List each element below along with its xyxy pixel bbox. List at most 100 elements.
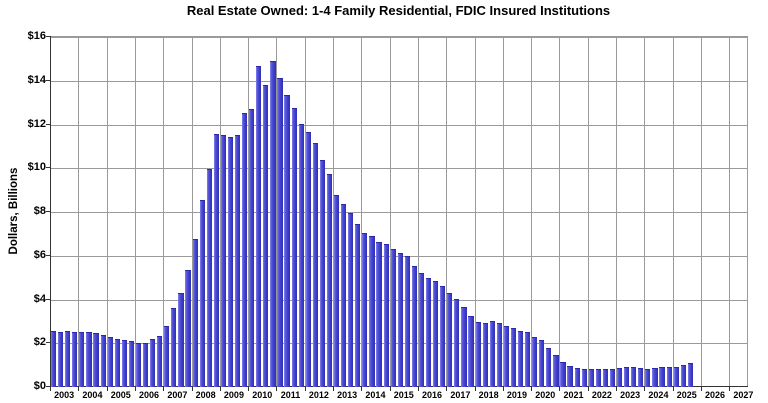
bar-2006-q4 bbox=[157, 336, 163, 387]
bar-2016-q4 bbox=[440, 286, 446, 387]
x-tick-label: 2011 bbox=[280, 390, 301, 400]
bar-2022-q2 bbox=[595, 369, 601, 387]
bar-2010-q1 bbox=[249, 109, 255, 387]
bar-2017-q2 bbox=[454, 298, 460, 387]
x-tick-mark bbox=[191, 387, 193, 391]
bar-2010-q4 bbox=[270, 61, 276, 387]
x-tick-mark bbox=[474, 387, 476, 391]
bar-2007-q2 bbox=[171, 308, 177, 387]
v-gridline bbox=[729, 37, 731, 387]
chart-title: Real Estate Owned: 1-4 Family Residentia… bbox=[186, 3, 611, 18]
y-tick-label: $12 bbox=[27, 117, 46, 130]
y-tick-label: $8 bbox=[33, 205, 46, 217]
y-tick-mark bbox=[46, 298, 50, 300]
x-tick-mark bbox=[446, 387, 448, 391]
y-tick-label: $0 bbox=[33, 380, 46, 392]
bar-2016-q3 bbox=[433, 281, 439, 387]
x-tick-label: 2013 bbox=[337, 390, 358, 400]
bar-2003-q4 bbox=[72, 332, 78, 387]
x-tick-mark bbox=[502, 387, 504, 391]
v-gridline bbox=[672, 37, 674, 387]
x-tick-label: 2022 bbox=[591, 390, 612, 400]
bar-2018-q4 bbox=[496, 322, 502, 387]
bar-2009-q4 bbox=[242, 112, 248, 387]
bar-2024-q2 bbox=[652, 368, 658, 387]
bar-2011-q3 bbox=[291, 108, 297, 387]
x-tick-label: 2014 bbox=[365, 390, 386, 400]
x-tick-label: 2020 bbox=[535, 390, 556, 400]
y-tick-label: $2 bbox=[33, 336, 46, 349]
v-gridline bbox=[333, 37, 334, 387]
bar-2017-q1 bbox=[447, 293, 453, 387]
x-tick-label: 2004 bbox=[82, 390, 103, 400]
bar-2024-q4 bbox=[666, 367, 672, 387]
x-tick-label: 2010 bbox=[252, 390, 273, 400]
v-gridline bbox=[361, 37, 363, 387]
v-gridline bbox=[644, 37, 646, 387]
bar-2019-q2 bbox=[510, 328, 517, 387]
bar-2012-q1 bbox=[305, 132, 311, 387]
x-tick-label: 2015 bbox=[393, 390, 414, 400]
x-tick-label: 2009 bbox=[223, 390, 244, 400]
y-tick-mark bbox=[46, 254, 50, 256]
y-tick-label: $4 bbox=[33, 292, 46, 305]
bar-2013-q1 bbox=[334, 194, 340, 387]
y-tick-label: $16 bbox=[27, 30, 46, 42]
bar-2015-q4 bbox=[411, 265, 417, 387]
x-tick-mark bbox=[78, 387, 80, 391]
x-tick-label: 2021 bbox=[563, 390, 584, 400]
x-tick-label: 2018 bbox=[478, 390, 499, 400]
bar-2012-q2 bbox=[312, 143, 318, 387]
bar-2006-q2 bbox=[142, 343, 149, 387]
bar-2015-q3 bbox=[404, 255, 410, 387]
bar-2005-q3 bbox=[121, 340, 127, 387]
bar-2025-q1 bbox=[673, 366, 679, 387]
bar-2020-q2 bbox=[539, 340, 545, 387]
x-tick-mark bbox=[106, 387, 108, 391]
bar-2015-q1 bbox=[390, 249, 396, 387]
bar-2014-q2 bbox=[369, 236, 375, 387]
bar-2015-q2 bbox=[397, 252, 403, 387]
bar-2004-q2 bbox=[86, 332, 92, 387]
h-gridline bbox=[50, 212, 747, 213]
bar-2005-q4 bbox=[128, 341, 134, 387]
y-tick-label: $14 bbox=[27, 73, 46, 86]
bar-2025-q2 bbox=[680, 365, 686, 387]
x-tick-label: 2017 bbox=[450, 390, 471, 400]
bar-2016-q1 bbox=[418, 273, 425, 387]
bar-2004-q4 bbox=[100, 334, 106, 387]
x-tick-label: 2026 bbox=[705, 390, 726, 400]
bar-2021-q4 bbox=[581, 368, 587, 387]
v-gridline bbox=[446, 37, 448, 387]
x-tick-mark bbox=[587, 387, 589, 391]
y-tick-mark bbox=[46, 123, 50, 125]
y-tick-mark bbox=[46, 36, 50, 37]
bar-2009-q3 bbox=[234, 134, 241, 387]
y-tick-label: $6 bbox=[33, 248, 46, 261]
bar-2025-q3 bbox=[687, 363, 693, 387]
bar-2020-q4 bbox=[553, 355, 559, 387]
x-tick-mark bbox=[531, 387, 533, 391]
bar-2007-q1 bbox=[164, 325, 170, 387]
bar-2003-q1 bbox=[51, 330, 57, 387]
x-tick-label: 2027 bbox=[733, 390, 754, 400]
x-tick-label: 2005 bbox=[110, 390, 131, 400]
x-tick-mark bbox=[417, 387, 419, 391]
bar-2012-q3 bbox=[319, 159, 326, 387]
v-gridline bbox=[304, 37, 306, 387]
bar-2021-q1 bbox=[560, 361, 566, 387]
x-tick-mark bbox=[163, 387, 165, 391]
h-gridline bbox=[50, 37, 747, 38]
v-gridline bbox=[474, 37, 476, 387]
bar-2019-q3 bbox=[517, 330, 524, 387]
h-gridline bbox=[50, 80, 747, 82]
v-gridline bbox=[78, 37, 80, 387]
x-tick-label: 2024 bbox=[648, 390, 669, 400]
x-tick-label: 2019 bbox=[506, 390, 527, 400]
y-tick-mark bbox=[46, 211, 50, 212]
bar-2013-q2 bbox=[341, 204, 347, 387]
bar-2023-q4 bbox=[638, 367, 644, 387]
bar-2006-q1 bbox=[135, 343, 142, 387]
x-tick-mark bbox=[389, 387, 391, 391]
v-gridline bbox=[700, 37, 702, 387]
